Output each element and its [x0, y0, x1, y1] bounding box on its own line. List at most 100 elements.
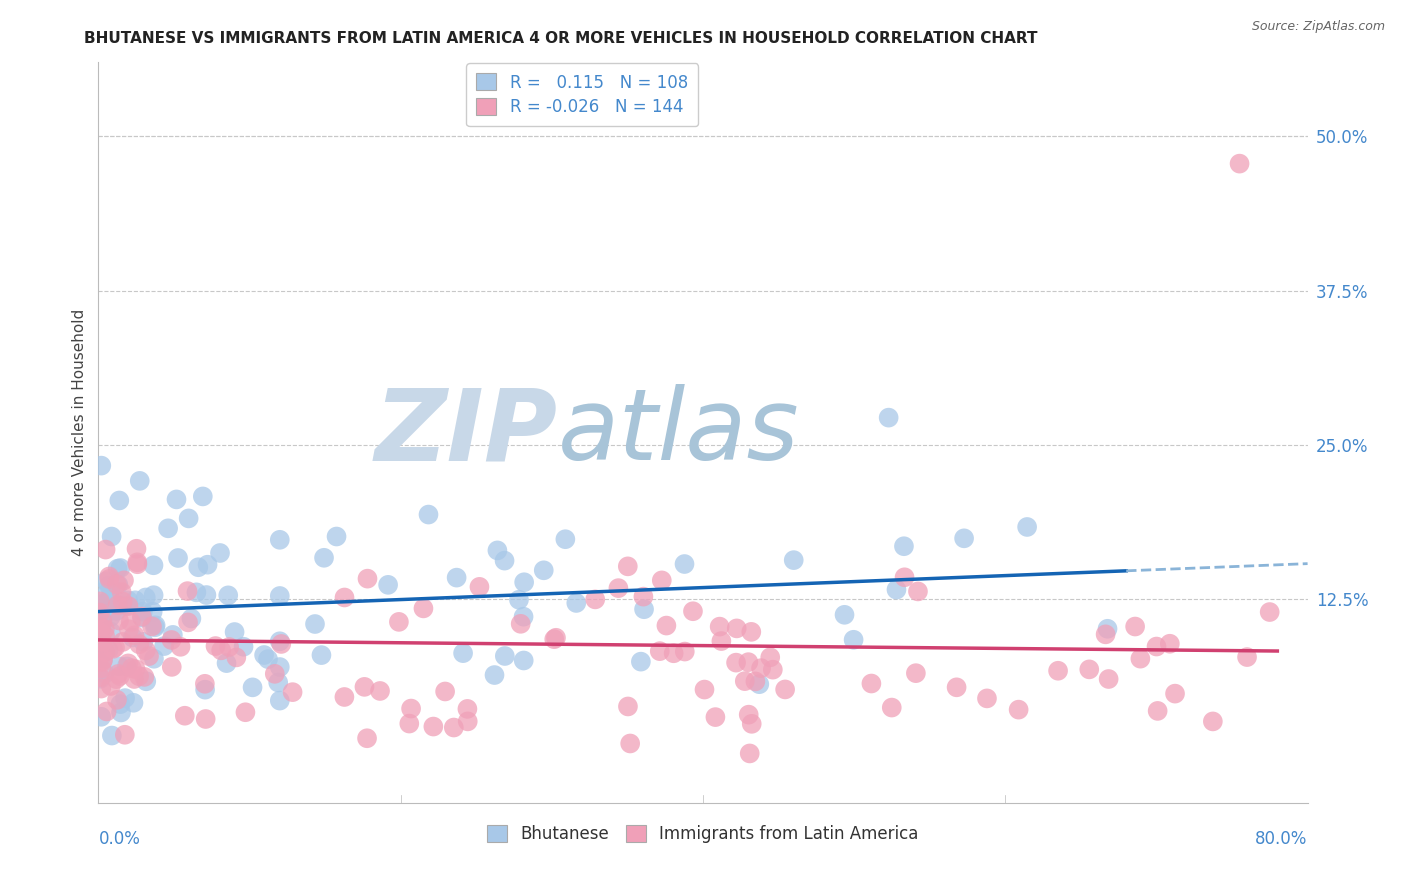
Point: [110, 561, 132, 575]
Point: [1164, 687, 1187, 701]
Point: [209, 643, 232, 657]
Point: [269, 589, 291, 603]
Point: [740, 624, 762, 639]
Point: [1258, 605, 1281, 619]
Point: [533, 563, 555, 577]
Point: [142, 605, 165, 619]
Point: [105, 672, 128, 686]
Point: [91, 614, 114, 628]
Point: [368, 684, 391, 698]
Point: [443, 721, 465, 735]
Point: [512, 653, 534, 667]
Point: [114, 691, 136, 706]
Point: [108, 493, 131, 508]
Point: [710, 634, 733, 648]
Point: [468, 580, 491, 594]
Point: [90, 672, 112, 686]
Point: [253, 648, 276, 662]
Point: [513, 575, 536, 590]
Point: [783, 553, 806, 567]
Point: [96, 574, 118, 589]
Point: [418, 508, 440, 522]
Point: [312, 550, 335, 565]
Point: [89, 625, 111, 640]
Point: [749, 661, 772, 675]
Point: [737, 655, 759, 669]
Point: [1078, 662, 1101, 676]
Point: [494, 648, 516, 663]
Point: [167, 551, 190, 566]
Point: [100, 581, 122, 595]
Point: [94, 622, 117, 636]
Point: [105, 604, 128, 618]
Point: [218, 640, 240, 654]
Point: [704, 710, 727, 724]
Point: [512, 609, 534, 624]
Point: [267, 675, 290, 690]
Point: [131, 610, 153, 624]
Point: [725, 656, 748, 670]
Point: [89, 670, 111, 684]
Point: [105, 577, 128, 591]
Point: [1229, 156, 1251, 170]
Point: [741, 716, 763, 731]
Point: [399, 701, 422, 715]
Point: [860, 676, 883, 690]
Point: [138, 649, 160, 664]
Point: [1236, 650, 1258, 665]
Point: [422, 720, 444, 734]
Point: [89, 594, 111, 608]
Point: [117, 657, 139, 671]
Point: [110, 706, 132, 720]
Point: [263, 666, 285, 681]
Point: [122, 672, 145, 686]
Point: [945, 681, 967, 695]
Point: [269, 660, 291, 674]
Point: [90, 458, 112, 473]
Point: [93, 597, 115, 611]
Point: [842, 632, 865, 647]
Point: [101, 641, 124, 656]
Point: [224, 625, 246, 640]
Point: [98, 591, 121, 606]
Point: [709, 619, 731, 633]
Point: [773, 682, 796, 697]
Point: [89, 606, 111, 620]
Point: [131, 609, 153, 624]
Point: [143, 652, 166, 666]
Point: [169, 640, 191, 654]
Point: [494, 554, 516, 568]
Point: [1097, 672, 1119, 686]
Point: [607, 581, 630, 595]
Point: [93, 666, 115, 681]
Point: [434, 684, 457, 698]
Point: [94, 645, 117, 659]
Point: [269, 533, 291, 547]
Point: [759, 650, 782, 665]
Point: [142, 588, 165, 602]
Point: [762, 663, 785, 677]
Point: [176, 584, 198, 599]
Point: [89, 635, 111, 649]
Point: [633, 590, 655, 604]
Legend: Bhutanese, Immigrants from Latin America: Bhutanese, Immigrants from Latin America: [481, 819, 925, 850]
Point: [617, 559, 640, 574]
Point: [744, 674, 766, 689]
Point: [880, 700, 903, 714]
Point: [633, 602, 655, 616]
Point: [893, 539, 915, 553]
Point: [132, 635, 155, 649]
Point: [100, 679, 122, 693]
Point: [194, 677, 217, 691]
Point: [191, 490, 214, 504]
Point: [100, 610, 122, 624]
Point: [89, 635, 111, 649]
Point: [353, 680, 375, 694]
Point: [1017, 520, 1039, 534]
Point: [132, 605, 155, 619]
Y-axis label: 4 or more Vehicles in Household: 4 or more Vehicles in Household: [72, 309, 87, 557]
Point: [446, 571, 468, 585]
Point: [91, 652, 114, 666]
Point: [257, 652, 280, 666]
Point: [90, 621, 112, 635]
